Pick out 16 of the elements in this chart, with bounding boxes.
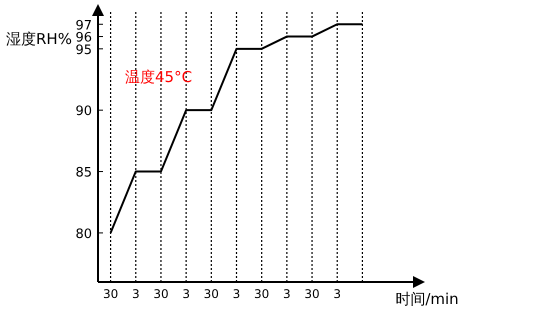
y-tick-label: 85 (75, 166, 92, 181)
annotation: 温度45°C (125, 68, 192, 86)
x-axis-title: 时间/min (395, 290, 459, 308)
x-tick-label: 3 (232, 287, 240, 301)
y-tick-label: 90 (75, 104, 92, 120)
x-tick-label: 3 (333, 287, 342, 301)
x-tick-label: 30 (254, 287, 270, 301)
x-tick-label: 30 (102, 287, 118, 301)
x-tick-label: 3 (283, 287, 291, 301)
y-axis-title: 湿度RH% (6, 30, 72, 48)
x-tick-label: 30 (204, 287, 219, 301)
y-tick-label: 80 (75, 226, 92, 242)
x-tick-label: 3 (132, 287, 140, 301)
x-tick-label: 3 (182, 287, 190, 301)
x-tick-label: 30 (153, 287, 169, 301)
x-tick-label: 30 (304, 287, 320, 301)
